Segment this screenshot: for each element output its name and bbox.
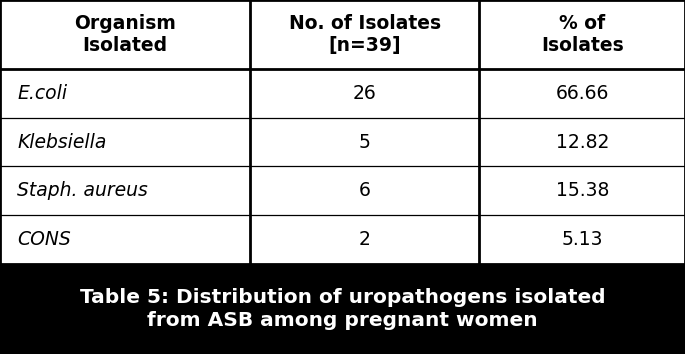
Text: Staph. aureus: Staph. aureus bbox=[17, 181, 148, 200]
Bar bbox=[0, 264, 685, 354]
Text: 2: 2 bbox=[359, 230, 371, 249]
Text: E.coli: E.coli bbox=[17, 84, 67, 103]
Text: No. of Isolates
[n=39]: No. of Isolates [n=39] bbox=[288, 14, 441, 55]
Text: 26: 26 bbox=[353, 84, 377, 103]
Text: 5.13: 5.13 bbox=[562, 230, 603, 249]
Text: Klebsiella: Klebsiella bbox=[17, 132, 106, 152]
Text: Organism
Isolated: Organism Isolated bbox=[74, 14, 176, 55]
Text: CONS: CONS bbox=[17, 230, 71, 249]
Text: from ASB among pregnant women: from ASB among pregnant women bbox=[147, 311, 538, 330]
Text: 66.66: 66.66 bbox=[556, 84, 609, 103]
Text: % of
Isolates: % of Isolates bbox=[541, 14, 623, 55]
Text: 6: 6 bbox=[359, 181, 371, 200]
Text: 12.82: 12.82 bbox=[556, 132, 609, 152]
Text: Table 5: Distribution of uropathogens isolated: Table 5: Distribution of uropathogens is… bbox=[79, 288, 606, 307]
Text: 5: 5 bbox=[359, 132, 371, 152]
Text: 15.38: 15.38 bbox=[556, 181, 609, 200]
